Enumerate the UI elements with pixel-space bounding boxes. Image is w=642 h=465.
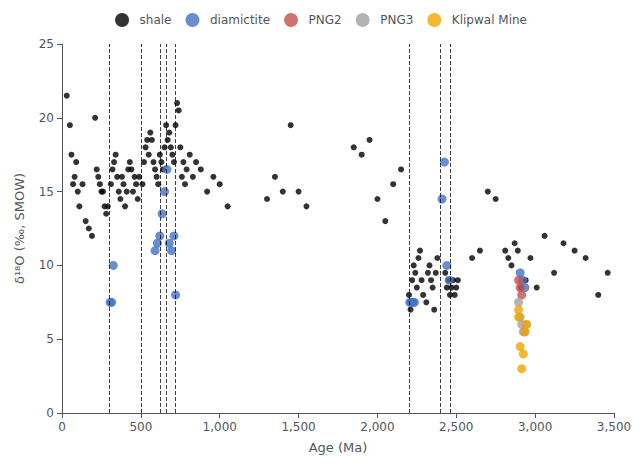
svg-text:0: 0 [58,420,66,434]
svg-text:PNG3: PNG3 [380,13,413,27]
svg-text:δ¹⁸O (‰, SMOW): δ¹⁸O (‰, SMOW) [12,173,27,284]
svg-text:10: 10 [39,258,54,272]
svg-text:3,000: 3,000 [518,420,552,434]
svg-text:PNG2: PNG2 [309,13,342,27]
svg-text:Klipwal Mine: Klipwal Mine [452,13,527,27]
svg-text:500: 500 [129,420,152,434]
svg-text:shale: shale [140,13,172,27]
svg-text:diamictite: diamictite [210,13,270,27]
svg-text:2,500: 2,500 [439,420,473,434]
svg-text:20: 20 [39,111,54,125]
svg-text:25: 25 [39,37,54,51]
svg-text:2,000: 2,000 [360,420,394,434]
svg-text:15: 15 [39,185,54,199]
svg-text:5: 5 [46,332,54,346]
svg-text:1,500: 1,500 [281,420,315,434]
svg-text:0: 0 [46,406,54,420]
svg-text:3,500: 3,500 [597,420,631,434]
svg-text:1,000: 1,000 [203,420,237,434]
svg-text:Age (Ma): Age (Ma) [309,440,368,455]
